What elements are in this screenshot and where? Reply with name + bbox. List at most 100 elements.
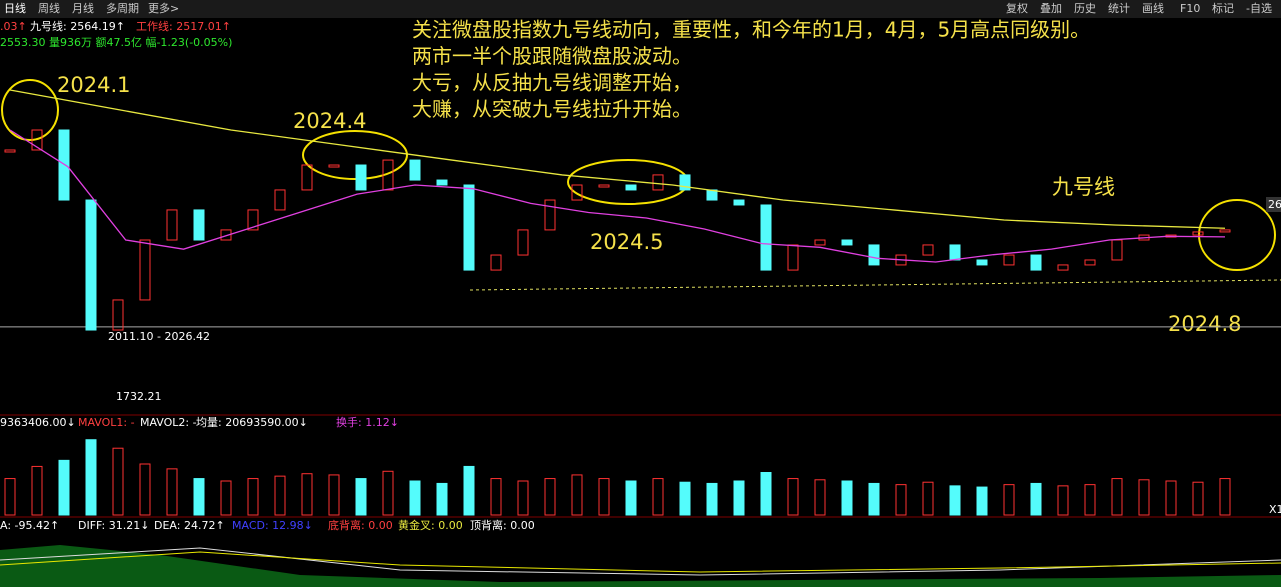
candle xyxy=(220,229,232,241)
candle xyxy=(1030,254,1042,271)
candle xyxy=(1192,231,1204,236)
volume-bar xyxy=(382,470,394,516)
tab[interactable]: 日线 xyxy=(4,1,26,15)
volume-bar xyxy=(841,480,853,516)
candle xyxy=(733,199,745,206)
price-indicator: 九号线: 2564.19↑ xyxy=(30,19,125,33)
volume-header: 换手: 1.12↓ xyxy=(336,415,399,429)
annotation-line: 两市一半个股跟随微盘股波动。 xyxy=(412,44,692,68)
volume-header: MAVOL1: - xyxy=(78,416,135,429)
candle xyxy=(355,164,367,191)
candle xyxy=(814,239,826,246)
candle xyxy=(139,239,151,301)
volume-bar xyxy=(625,480,637,516)
macd-header: 顶背离: 0.00 xyxy=(470,518,535,532)
macd-line xyxy=(0,547,1281,576)
volume-bar xyxy=(733,480,745,516)
toolbar-button[interactable]: 历史 xyxy=(1074,2,1096,15)
low-label: 1732.21 xyxy=(116,390,162,403)
candle xyxy=(31,129,43,151)
volume-bar xyxy=(31,465,43,516)
candle xyxy=(301,164,313,191)
candle xyxy=(652,174,664,191)
candle xyxy=(382,159,394,191)
candle xyxy=(85,199,97,331)
candle xyxy=(976,259,988,266)
toolbar-button[interactable]: -自选 xyxy=(1246,2,1272,15)
volume-bar xyxy=(868,482,880,516)
candle xyxy=(463,184,475,271)
volume-header: MAVOL2: - xyxy=(140,416,197,429)
price-indicator: .03↑ xyxy=(0,20,27,33)
volume-bar xyxy=(571,474,583,516)
volume-bar xyxy=(274,475,286,516)
macd-line xyxy=(0,551,1281,573)
candle xyxy=(193,209,205,241)
toolbar-button[interactable]: F10 xyxy=(1180,2,1200,15)
annotation-line: 大亏，从反抽九号线调整开始， xyxy=(412,71,692,95)
macd-header: MACD: 12.98↓ xyxy=(232,519,313,532)
volume-header: 9363406.00↓ xyxy=(0,416,76,429)
volume-bar xyxy=(4,478,16,516)
candle xyxy=(841,239,853,246)
work-line xyxy=(9,129,1226,263)
candle xyxy=(166,209,178,241)
candle xyxy=(922,244,934,256)
candle xyxy=(949,244,961,261)
volume-bar xyxy=(139,463,151,516)
macd-header: 底背离: 0.00 xyxy=(328,518,393,532)
toolbar-button[interactable]: 复权 xyxy=(1006,1,1028,15)
candle xyxy=(409,159,421,181)
support-line xyxy=(469,279,1281,291)
edge-label-bg xyxy=(1266,197,1281,212)
candle xyxy=(1084,259,1096,266)
toolbar-bg xyxy=(0,0,1281,18)
volume-header: 均量: 20693590.00↓ xyxy=(196,416,308,429)
toolbar-button[interactable]: 标记 xyxy=(1212,1,1234,15)
tab[interactable]: 月线 xyxy=(72,1,94,15)
candle xyxy=(1057,264,1069,271)
volume-bar xyxy=(193,478,205,516)
toolbar-button[interactable]: 叠加 xyxy=(1040,2,1062,15)
toolbar-button[interactable]: 画线 xyxy=(1142,1,1164,15)
volume-bar xyxy=(544,478,556,516)
candle xyxy=(490,254,502,271)
tab[interactable]: 多周期 xyxy=(106,1,139,15)
volume-bar xyxy=(436,482,448,516)
volume-bar xyxy=(247,478,259,516)
date-label: 九号线 xyxy=(1052,175,1115,199)
volume-bar xyxy=(976,486,988,516)
candle xyxy=(760,204,772,271)
volume-bar xyxy=(922,481,934,516)
price-indicator: 工作线: 2517.01↑ xyxy=(136,19,231,33)
volume-bar xyxy=(1192,481,1204,516)
annotation-line: 大赚，从突破九号线拉升开始。 xyxy=(412,97,692,121)
volume-bar xyxy=(220,480,232,516)
candle xyxy=(58,129,70,201)
volume-bar xyxy=(463,465,475,516)
macd-header: 黄金叉: 0.00 xyxy=(398,518,463,532)
date-label: 2024.5 xyxy=(590,230,663,254)
candle xyxy=(868,244,880,266)
macd-area xyxy=(0,545,1281,587)
volume-bar xyxy=(1003,484,1015,516)
candle xyxy=(598,184,610,188)
ninth-line xyxy=(9,89,1226,229)
annotation-line: 关注微盘股指数九号线动向，重要性，和今年的1月，4月，5月高点同级别。 xyxy=(412,18,1090,42)
volume-bar xyxy=(1057,485,1069,516)
volume-bar xyxy=(949,485,961,516)
highlight-ellipse xyxy=(1198,199,1276,271)
candle xyxy=(4,149,16,153)
candle xyxy=(571,184,583,201)
volume-bar xyxy=(301,473,313,516)
volume-bar xyxy=(1030,482,1042,516)
volume-bar xyxy=(760,472,772,516)
candle xyxy=(517,229,529,256)
volume-bar xyxy=(1084,484,1096,516)
date-label: 2024.4 xyxy=(293,109,366,133)
candle xyxy=(328,164,340,168)
tab[interactable]: 周线 xyxy=(38,1,60,15)
toolbar-button[interactable]: 统计 xyxy=(1108,2,1130,15)
tab[interactable]: 更多> xyxy=(148,1,179,15)
